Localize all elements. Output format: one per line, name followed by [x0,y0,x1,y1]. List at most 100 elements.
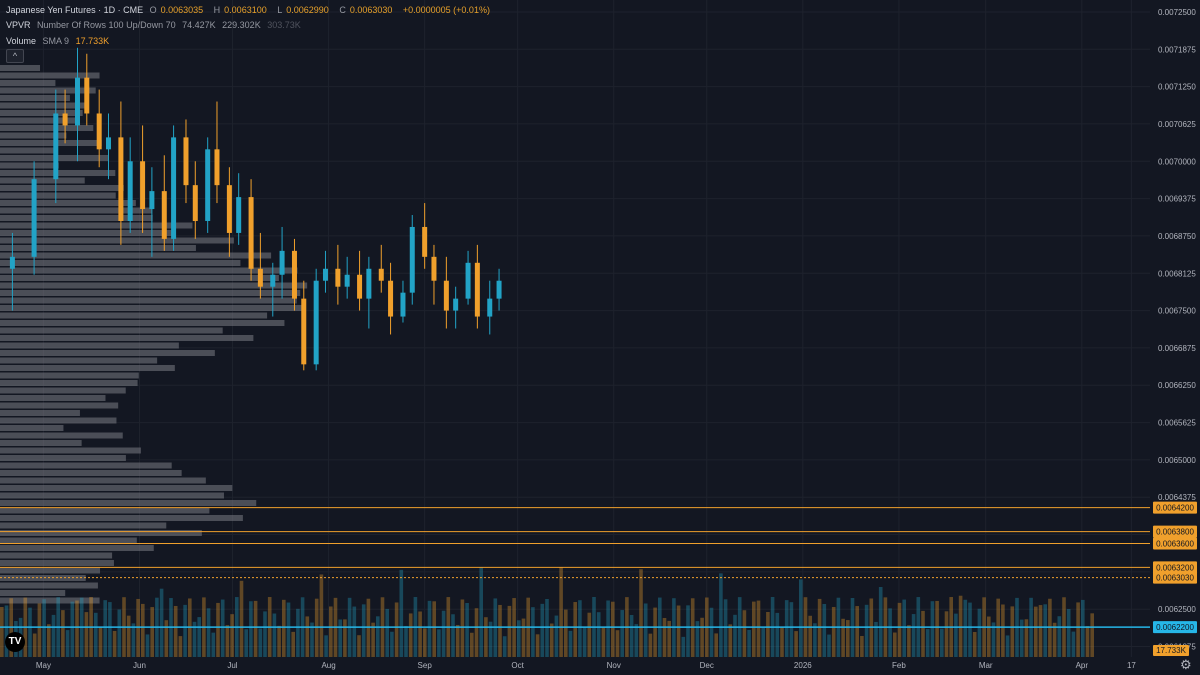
price-level-label: 0.0063600 [1156,540,1194,549]
volume-profile-row [0,365,175,371]
volume-profile-row [0,515,243,521]
volume-bar [249,601,253,657]
volume-profile-row [0,305,302,311]
candle-body [226,185,232,233]
price-level-label: 0.0063200 [1156,563,1194,572]
volume-bar [648,633,653,657]
y-tick-label: 0.0065000 [1158,456,1196,465]
volume-bar [940,628,944,657]
volume-profile-row [0,402,119,409]
volume-bar [813,623,817,657]
y-tick-label: 0.0066875 [1158,344,1196,353]
volume-profile-row [0,252,272,259]
volume-bar [42,599,46,657]
vpvr-down-value: 229.302K [222,20,261,30]
candle-body [183,137,189,186]
volume-bar [479,567,483,657]
volume-bar [521,618,526,657]
open-value: 0.0063035 [160,5,204,15]
candle-body [443,280,449,311]
volume-bar [357,635,361,657]
candle-body [161,191,167,239]
collapse-indicators-button[interactable]: ^ [6,49,24,63]
volume-profile-row [0,132,67,139]
chart-legend-symbol-row: Japanese Yen Futures · 1D · CME O 0.00630… [6,5,494,15]
volume-profile-row [0,260,241,266]
price-level-label: 0.0064200 [1156,504,1194,513]
volume-bar [1076,602,1080,657]
x-tick-label: Apr [1076,661,1089,670]
candle-body [378,268,384,281]
volume-bar [681,636,686,657]
volume-bar [1081,599,1085,657]
price-level-badge [1153,561,1197,574]
volume-bar [296,608,300,657]
vpvr-name: VPVR [6,20,31,30]
x-tick-label: Dec [700,661,714,670]
volume-profile-row [0,72,100,79]
candle-body [62,113,68,126]
volume-bar [112,630,117,657]
candle-body [149,191,155,210]
volume-bar [136,598,140,657]
volume-bar [554,615,559,657]
candle-body [127,161,133,221]
y-tick-label: 0.0065625 [1158,419,1196,428]
volume-profile-row [0,440,82,446]
volume-bar [371,622,375,657]
volume-profile-row [0,582,98,589]
candle-body [84,77,90,114]
y-tick-label: 0.0071875 [1158,45,1196,54]
volume-bar [1034,606,1038,657]
volume-bar [864,604,869,657]
volume-bar [1038,605,1043,657]
candle-body [279,250,285,275]
volume-bar [263,611,267,657]
volume-bar [385,608,389,657]
volume-bar [907,625,911,657]
volume-bar [601,627,606,657]
volume-bar [897,602,902,657]
candle-body [257,268,263,287]
volume-bar [634,624,639,657]
volume-bar [329,606,333,657]
volume-bar [573,602,577,657]
volume-bar [935,600,939,657]
volume-bar [1010,606,1015,657]
volume-bar [286,602,291,657]
volume-bar [183,604,187,657]
volume-bar [752,601,756,657]
x-tick-label: Nov [607,661,621,670]
volume-bar [206,608,211,657]
volume-bar [954,613,958,657]
volume-bar [921,610,925,657]
volume-bar [1071,631,1076,657]
volume-profile-row [0,267,298,274]
tradingview-logo[interactable]: TV [5,632,25,652]
candle-body [422,226,428,257]
chart-settings-gear-icon[interactable]: ⚙ [1180,657,1192,672]
y-tick-label: 0.0064375 [1158,493,1196,502]
volume-bar [756,600,761,657]
volume-profile-row [0,470,182,476]
x-tick-label: Aug [321,661,335,670]
volume-profile-row [0,162,59,169]
candle-body [214,149,220,186]
volume-bar [1024,619,1029,657]
volume-bar [75,600,79,657]
candle-body [301,298,307,365]
volume-bar [498,604,502,657]
volume-bar [944,611,949,657]
volume-bar [84,612,89,657]
volume-profile-row [0,192,116,199]
change-value: +0.0000005 (+0.01%) [402,5,490,15]
volume-bar [108,602,112,657]
volume-bar [728,624,733,657]
volume-bar [178,636,183,657]
volume-profile-row [0,297,297,304]
candles [9,47,502,371]
candle-body [366,268,372,299]
volume-bar [61,610,65,657]
volume-bar [399,569,404,657]
